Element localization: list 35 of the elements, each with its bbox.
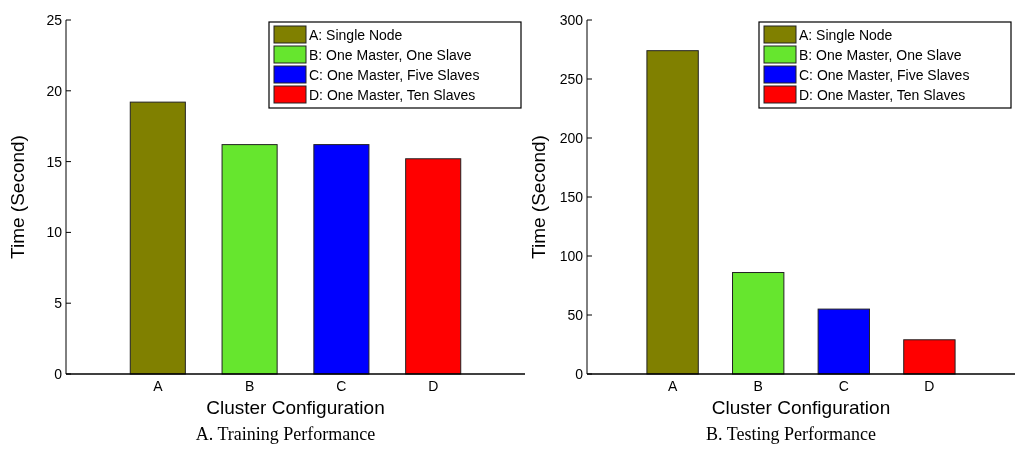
y-tick-label: 0 xyxy=(54,365,63,382)
legend-label: B: One Master, One Slave xyxy=(799,46,962,63)
y-tick-label: 200 xyxy=(559,129,584,146)
text: B. Testing Performance xyxy=(706,424,876,444)
legend-label: A: Single Node xyxy=(309,26,403,43)
y-tick-label: 25 xyxy=(46,11,63,28)
x-tick-label: D xyxy=(428,378,439,394)
y-tick-label: 5 xyxy=(54,295,63,312)
y-tick-label: 15 xyxy=(46,153,63,170)
legend-label: C: One Master, Five Slaves xyxy=(799,66,970,83)
y-tick-label: 10 xyxy=(46,224,63,241)
y-tick-label: 250 xyxy=(559,70,584,87)
legend-label: A: Single Node xyxy=(799,26,893,43)
x-tick-label: D xyxy=(924,378,935,394)
x-axis-title: Cluster Configuration xyxy=(711,397,891,418)
x-tick-label: C xyxy=(838,378,849,394)
x-tick-label: B xyxy=(244,378,255,394)
x-tick-label: A xyxy=(153,378,164,394)
legend-label: C: One Master, Five Slaves xyxy=(309,66,480,83)
y-axis-title: Time (Second) xyxy=(7,135,28,259)
text: A. Training Performance xyxy=(195,424,376,444)
x-tick-label: A xyxy=(667,378,678,394)
y-tick-label: 20 xyxy=(46,82,63,99)
legend-label: D: One Master, Ten Slaves xyxy=(799,86,966,103)
legend-label: B: One Master, One Slave xyxy=(309,46,472,63)
y-tick-label: 100 xyxy=(559,247,584,264)
x-tick-label: B xyxy=(753,378,763,394)
legend-label: D: One Master, Ten Slaves xyxy=(309,86,476,103)
x-axis-title: Cluster Configuration xyxy=(206,397,385,418)
y-tick-label: 0 xyxy=(575,365,584,382)
y-axis-title: Time (Second) xyxy=(528,135,549,259)
x-tick-label: C xyxy=(336,378,347,394)
y-tick-label: 300 xyxy=(559,11,584,28)
y-tick-label: 150 xyxy=(559,188,584,205)
y-tick-label: 50 xyxy=(567,306,584,323)
